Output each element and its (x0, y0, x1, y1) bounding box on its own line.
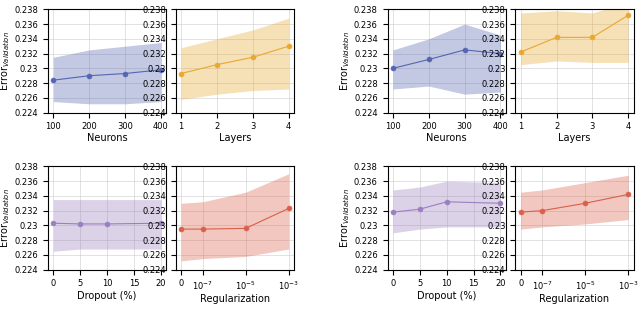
Y-axis label: Error$_{Validation}$: Error$_{Validation}$ (338, 31, 352, 91)
Y-axis label: Error$_{Validation}$: Error$_{Validation}$ (0, 31, 12, 91)
X-axis label: Regularization: Regularization (540, 294, 609, 304)
X-axis label: Layers: Layers (219, 133, 251, 144)
X-axis label: Neurons: Neurons (426, 133, 467, 144)
X-axis label: Dropout (%): Dropout (%) (417, 290, 476, 300)
Y-axis label: Error$_{Validation}$: Error$_{Validation}$ (338, 188, 352, 248)
X-axis label: Regularization: Regularization (200, 294, 270, 304)
X-axis label: Layers: Layers (558, 133, 591, 144)
X-axis label: Neurons: Neurons (87, 133, 127, 144)
X-axis label: Dropout (%): Dropout (%) (77, 290, 137, 300)
Y-axis label: Error$_{Validation}$: Error$_{Validation}$ (0, 188, 12, 248)
